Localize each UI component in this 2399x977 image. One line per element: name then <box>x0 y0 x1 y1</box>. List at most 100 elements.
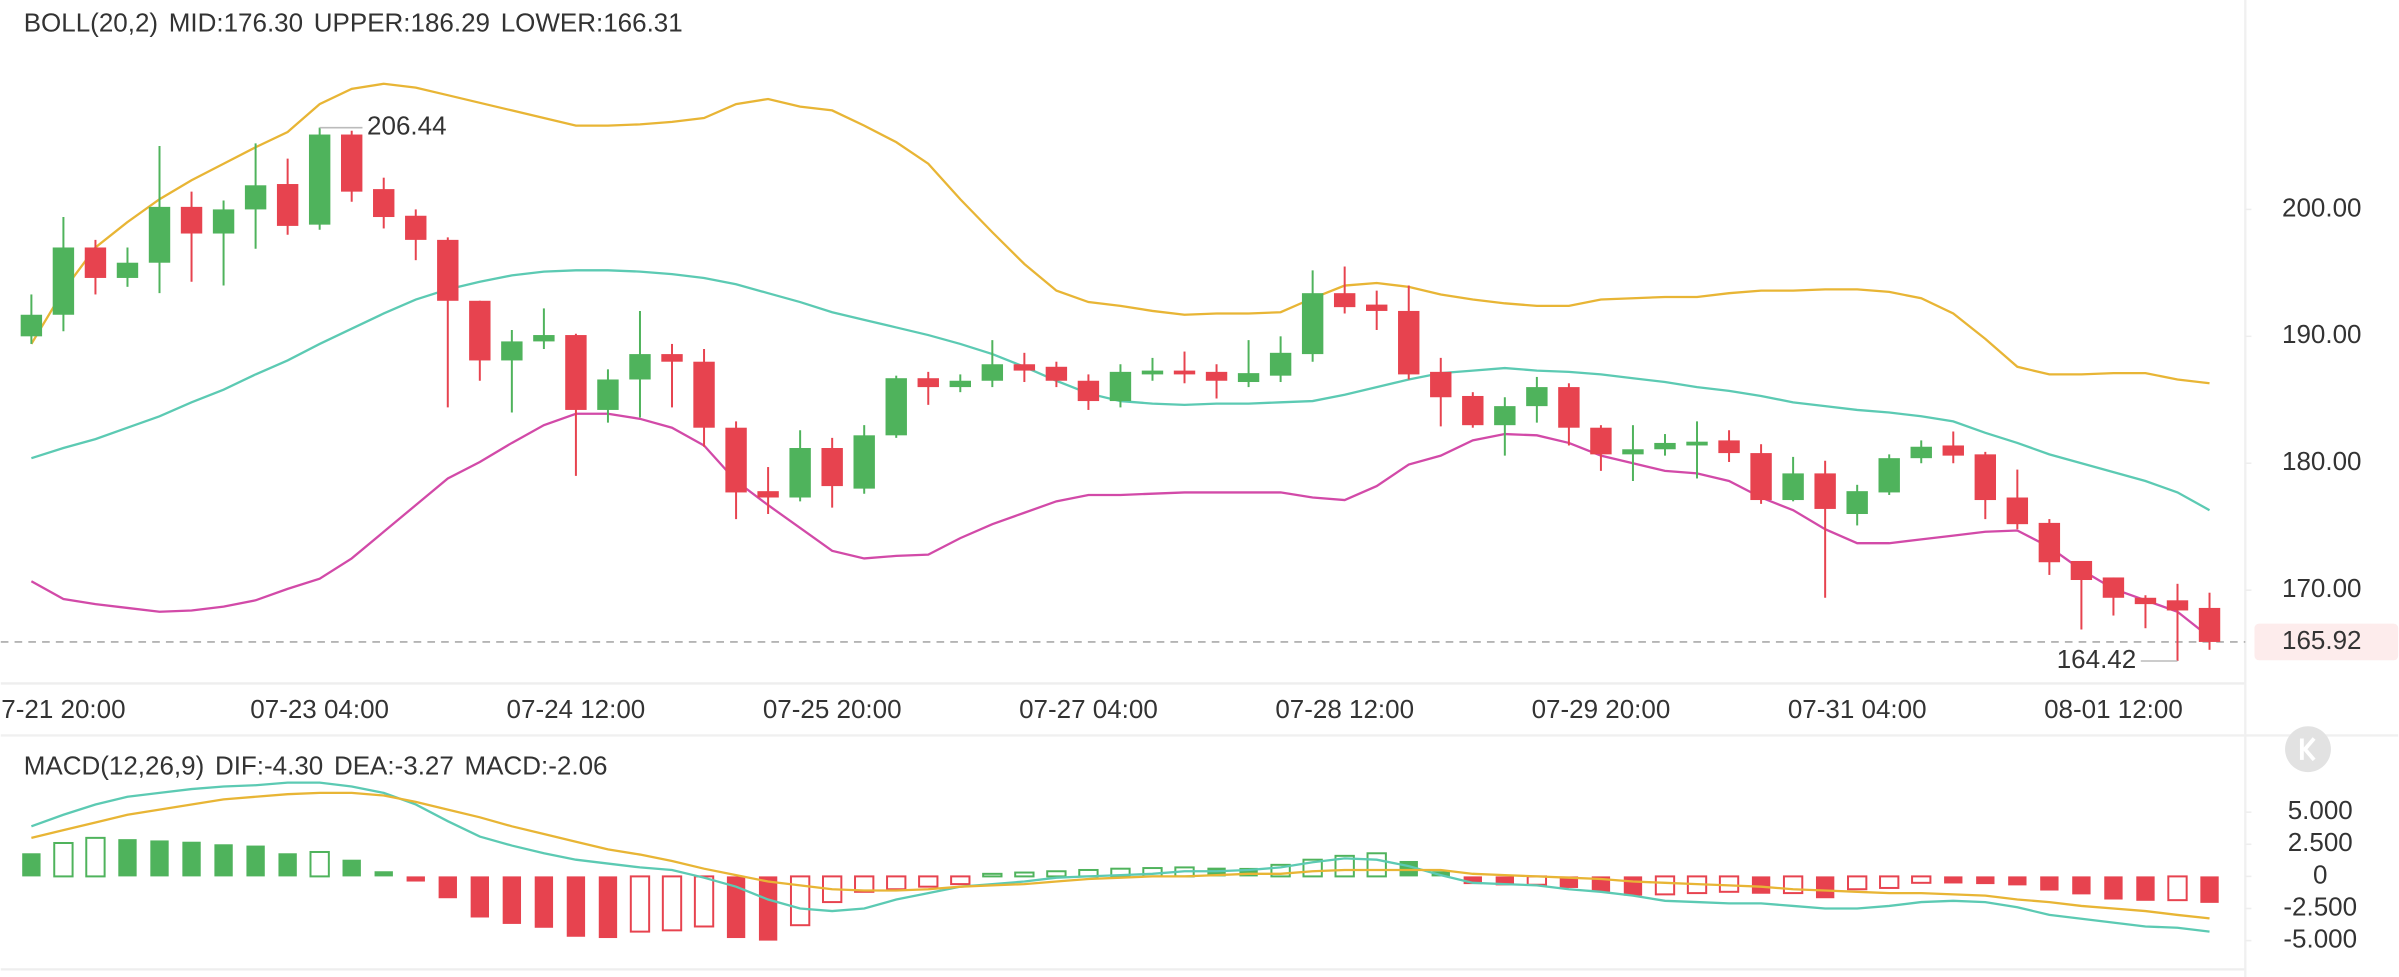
candle-body <box>1173 370 1196 375</box>
macd-bar <box>1911 875 1932 884</box>
candle-body <box>725 427 747 493</box>
candle-body <box>1942 445 1964 456</box>
legend-entry: MACD:-2.06 <box>465 750 608 780</box>
macd-bar <box>1879 875 1900 889</box>
candle-body <box>501 341 523 361</box>
candle-body <box>2102 577 2125 598</box>
candle-body <box>1237 373 1260 383</box>
macd-bar <box>2104 876 2123 900</box>
candle-body <box>1622 449 1644 455</box>
candle-body <box>1109 371 1132 402</box>
macd-bar <box>246 845 265 877</box>
candle-body <box>276 184 299 226</box>
macd-bar <box>2167 875 2188 902</box>
last-price-box <box>2254 623 2399 661</box>
macd-bar <box>53 842 74 878</box>
macd-bar <box>406 876 425 882</box>
boll-line <box>30 82 2210 385</box>
macd-bar <box>886 875 907 891</box>
macd-bar <box>118 839 137 877</box>
macd-bar <box>2008 876 2027 886</box>
candle-body <box>1269 352 1292 376</box>
candle-body <box>1141 370 1164 375</box>
macd-bar <box>214 844 233 877</box>
macd-bar <box>1110 867 1131 878</box>
macd-bar <box>789 875 811 927</box>
candle-body <box>180 206 203 234</box>
candle-body <box>1558 387 1580 428</box>
candle-body <box>1782 473 1804 501</box>
candle-body <box>1590 427 1612 455</box>
x-tick-label: 07-31 04:00 <box>1788 694 1927 724</box>
candle-body <box>1814 473 1836 509</box>
legend-entry: LOWER:166.31 <box>501 7 683 37</box>
candle-body <box>1654 442 1676 450</box>
candle-body <box>949 380 971 388</box>
candle-body <box>597 379 619 410</box>
legend-entry: BOLL(20,2) <box>24 7 158 37</box>
y-tick-label: 200.00 <box>2282 192 2361 222</box>
macd-bar <box>2200 876 2219 903</box>
candle-body <box>2006 497 2029 525</box>
candle-body <box>853 435 875 489</box>
macd-bar <box>1623 876 1643 896</box>
y-tick-label: 190.00 <box>2282 319 2361 349</box>
candle-body <box>1045 366 1068 381</box>
low-label: 164.42 <box>2057 644 2136 674</box>
candle-body <box>212 209 235 234</box>
legend-entry: UPPER:186.29 <box>314 7 490 37</box>
macd-bar <box>1654 875 1676 896</box>
legend-entry: MACD(12,26,9) <box>24 750 205 780</box>
macd-bar <box>342 859 361 877</box>
macd-bar <box>693 875 715 928</box>
macd-bar <box>1270 863 1291 878</box>
candle-body <box>885 378 907 436</box>
candle-body <box>1686 441 1708 446</box>
macd-bar <box>374 871 393 877</box>
macd-bar <box>629 875 651 933</box>
candle-body <box>1846 491 1868 515</box>
candle-body <box>693 361 715 428</box>
macd-bar <box>1239 867 1258 877</box>
candle-body <box>533 335 555 342</box>
button-icon[interactable] <box>2299 737 2316 762</box>
candle-body <box>2134 597 2157 605</box>
candle-body <box>661 354 683 362</box>
macd-bar <box>534 876 554 928</box>
macd-bar <box>1815 876 1835 899</box>
candle-body <box>629 354 651 380</box>
macd-bar <box>1431 871 1450 877</box>
candle-body <box>1333 293 1356 308</box>
macd-bar <box>1944 876 1963 884</box>
macd-bar <box>2040 876 2059 891</box>
candle-body <box>1974 454 1997 501</box>
candle-body <box>1430 371 1452 398</box>
candle-body <box>1526 387 1548 407</box>
y-tick-label: 180.00 <box>2282 446 2361 476</box>
candle-body <box>20 314 43 337</box>
collapse-button[interactable] <box>2285 726 2331 773</box>
candle-body <box>1013 364 1036 371</box>
candle-body <box>2070 560 2093 581</box>
candle-body <box>1910 446 1932 459</box>
candle-body <box>148 206 171 263</box>
button-circle[interactable] <box>2285 726 2331 773</box>
candle-body <box>1398 310 1420 375</box>
macd-bar <box>1559 876 1579 888</box>
macd-bar <box>2136 876 2155 901</box>
candle-body <box>1750 453 1772 501</box>
candle-body <box>1301 293 1324 355</box>
macd-bar <box>1495 876 1515 886</box>
macd-line <box>31 791 2210 920</box>
candle-body <box>437 239 459 301</box>
macd-bar <box>854 875 875 893</box>
candle-body <box>1205 371 1228 381</box>
macd-bar <box>950 875 971 886</box>
macd-bar <box>150 840 169 877</box>
macd-bar <box>85 836 106 878</box>
candle-body <box>340 134 363 192</box>
candle-body <box>244 185 267 210</box>
x-tick-label: 08-01 12:00 <box>2044 694 2183 724</box>
candle-body <box>116 262 139 278</box>
macd-bar <box>1976 876 1995 885</box>
